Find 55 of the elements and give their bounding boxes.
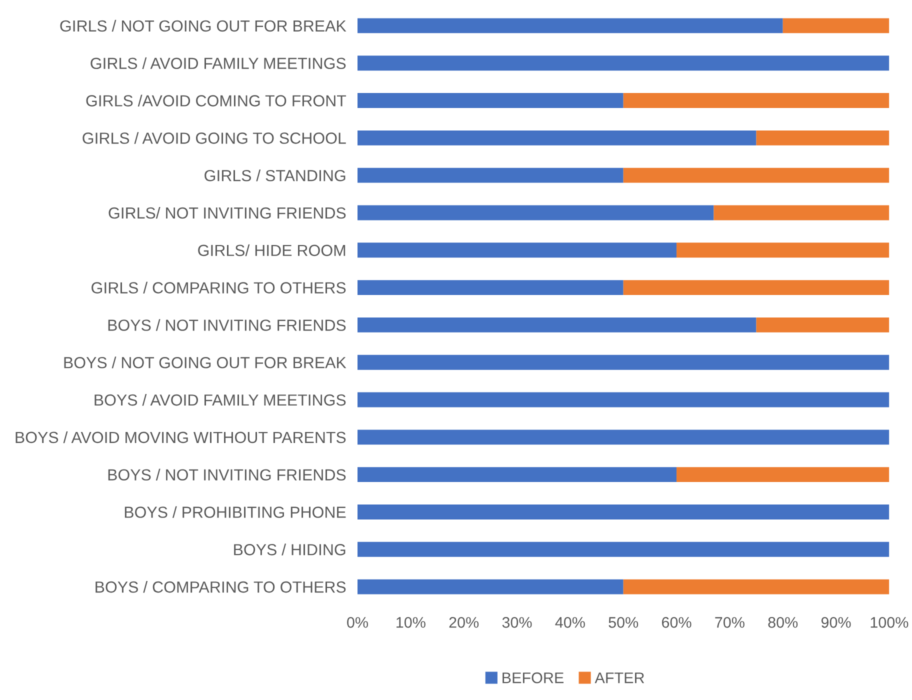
x-tick-label: 100% — [870, 617, 908, 628]
x-tick-label: 80% — [768, 617, 798, 628]
x-tick-label: 40% — [555, 617, 585, 628]
bar — [358, 354, 890, 370]
bar — [676, 242, 890, 258]
bar — [358, 205, 714, 220]
bar — [782, 18, 890, 34]
y-tick-label: BOYS / AVOID FAMILY MEETINGS — [94, 394, 346, 406]
x-tick-label: 0% — [347, 617, 368, 628]
bar — [756, 130, 890, 146]
legend-label: AFTER — [594, 672, 644, 684]
bar — [358, 542, 890, 557]
bar — [623, 579, 890, 594]
bar — [358, 504, 890, 520]
y-tick-label: GIRLS/ HIDE ROOM — [198, 244, 346, 256]
y-tick-label: GIRLS/ NOT INVITING FRIENDS — [108, 206, 346, 219]
y-tick-label: BOYS / HIDING — [234, 544, 346, 556]
bar — [358, 280, 624, 296]
bar — [358, 579, 624, 594]
bar — [623, 168, 890, 183]
bar — [623, 93, 890, 108]
y-tick-label: BOYS / COMPARING TO OTHERS — [96, 581, 346, 593]
y-tick-label: GIRLS / AVOID FAMILY MEETINGS — [90, 57, 346, 70]
bar — [358, 130, 756, 146]
x-tick-label: 10% — [396, 617, 426, 628]
bar — [358, 18, 783, 34]
y-tick-label: BOYS / NOT INVITING FRIENDS — [108, 319, 346, 331]
y-tick-label: GIRLS / STANDING — [204, 170, 346, 182]
y-tick-label: BOYS / AVOID MOVING WITHOUT PARENTS — [16, 431, 346, 444]
x-tick-label: 90% — [821, 617, 851, 628]
bar — [358, 242, 677, 258]
bar — [358, 430, 890, 445]
y-tick-label: GIRLS / NOT GOING OUT FOR BREAK — [60, 20, 346, 32]
x-tick-label: 20% — [449, 617, 479, 628]
y-tick-label: BOYS / PROHIBITING PHONE — [124, 506, 346, 518]
y-tick-label: BOYS / NOT INVITING FRIENDS — [108, 468, 346, 481]
bar — [623, 280, 890, 296]
x-tick-label: 50% — [608, 617, 638, 628]
x-tick-label: 70% — [715, 617, 744, 628]
y-tick-label: GIRLS /AVOID COMING TO FRONT — [86, 94, 346, 106]
bar — [714, 205, 890, 220]
x-tick-label: 30% — [502, 617, 532, 628]
bar — [358, 56, 890, 71]
y-tick-label: GIRLS / COMPARING TO OTHERS — [92, 282, 346, 294]
x-tick-label: 60% — [662, 617, 692, 628]
bar — [358, 317, 756, 332]
y-tick-label: BOYS / NOT GOING OUT FOR BREAK — [64, 356, 346, 368]
bar — [358, 467, 677, 482]
bar — [358, 93, 624, 108]
bar — [358, 392, 890, 408]
bar — [676, 467, 890, 482]
bar — [756, 317, 890, 332]
bar — [358, 168, 624, 183]
legend-label: BEFORE — [502, 672, 564, 684]
y-tick-label: GIRLS / AVOID GOING TO SCHOOL — [82, 132, 346, 144]
